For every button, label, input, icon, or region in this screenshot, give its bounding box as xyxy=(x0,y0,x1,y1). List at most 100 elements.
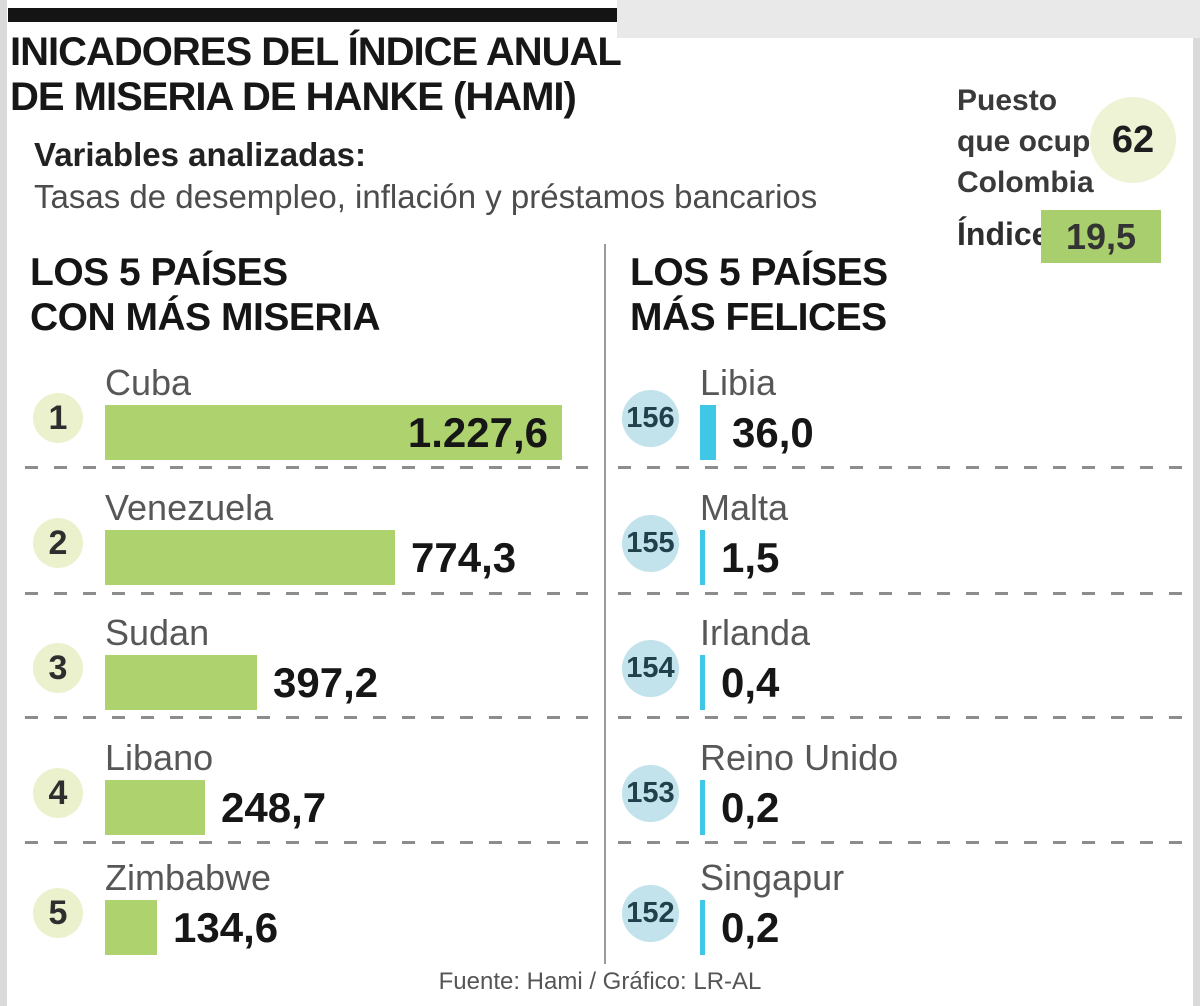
bar-line: 397,2 xyxy=(105,655,378,710)
row-separator xyxy=(618,716,1190,719)
rank-badge: 154 xyxy=(622,640,679,697)
colombia-rank-badge: 62 xyxy=(1090,97,1176,183)
rank-number: 1 xyxy=(48,398,68,437)
colombia-rank-line-3: Colombia xyxy=(957,166,1094,199)
bar-value: 248,7 xyxy=(221,783,327,831)
index-label: Índice xyxy=(957,216,1050,252)
rank-number: 155 xyxy=(626,527,675,559)
misery-row-libano: Libano 248,7 xyxy=(105,736,326,835)
index-value-box: 19,5 xyxy=(1041,210,1161,263)
variables-label: Variables analizadas: xyxy=(34,136,367,173)
bar-line: 0,4 xyxy=(700,655,810,710)
bar-line: 774,3 xyxy=(105,530,516,585)
source-credit: Fuente: Hami / Gráfico: LR-AL xyxy=(438,968,762,995)
country-label: Libia xyxy=(700,362,777,403)
misery-heading-line-1: LOS 5 PAÍSES xyxy=(30,251,288,294)
happy-row-reino-unido: Reino Unido 0,2 xyxy=(700,736,898,835)
bar-value: 0,2 xyxy=(721,903,780,951)
rank-badge: 3 xyxy=(33,643,83,693)
bar-value: 774,3 xyxy=(411,533,517,581)
country-label: Libano xyxy=(105,737,214,778)
country-label: Singapur xyxy=(700,857,845,898)
misery-row-venezuela: Venezuela 774,3 xyxy=(105,486,516,585)
row-separator xyxy=(618,592,1190,595)
index-value: 19,5 xyxy=(1065,215,1137,257)
bar-value: 0,2 xyxy=(721,783,780,831)
happy-heading-line-2: MÁS FELICES xyxy=(630,296,887,339)
bar-value: 134,6 xyxy=(173,903,279,951)
rank-badge: 5 xyxy=(33,888,83,938)
row-separator xyxy=(25,592,588,595)
happy-bar xyxy=(700,405,716,460)
bar-value: 1.227,6 xyxy=(407,408,548,456)
right-edge-strip xyxy=(1193,0,1200,1006)
rank-badge: 156 xyxy=(622,390,679,447)
rank-number: 156 xyxy=(626,402,675,434)
rank-badge: 2 xyxy=(33,518,83,568)
rank-number: 152 xyxy=(626,897,675,929)
happy-bar xyxy=(700,780,705,835)
happy-heading-line-1: LOS 5 PAÍSES xyxy=(630,251,888,294)
misery-bar xyxy=(105,655,257,710)
happy-bar xyxy=(700,530,705,585)
country-label: Irlanda xyxy=(700,612,811,653)
row-separator xyxy=(25,466,588,469)
country-label: Venezuela xyxy=(105,487,274,528)
title-line-1: INICADORES DEL ÍNDICE ANUAL xyxy=(10,30,622,74)
misery-row-sudan: Sudan 397,2 xyxy=(105,611,378,710)
happy-row-singapur: Singapur 0,2 xyxy=(700,856,844,955)
bar-line: 248,7 xyxy=(105,780,326,835)
misery-row-cuba: Cuba 1.227,6 xyxy=(105,361,562,460)
variables-detail: Tasas de desempleo, inflación y préstamo… xyxy=(34,178,818,215)
bar-line: 0,2 xyxy=(700,900,844,955)
bar-value: 1,5 xyxy=(721,533,780,581)
colombia-rank-label: Puesto que ocupó Colombia xyxy=(957,80,1109,203)
top-right-strip xyxy=(617,0,1200,38)
rank-number: 3 xyxy=(48,648,68,687)
bar-line: 0,2 xyxy=(700,780,898,835)
bar-value: 36,0 xyxy=(732,408,814,456)
country-label: Sudan xyxy=(105,612,210,653)
happy-section-heading: LOS 5 PAÍSES MÁS FELICES xyxy=(630,250,888,340)
left-edge-strip xyxy=(0,0,7,1006)
rank-number: 153 xyxy=(626,777,675,809)
misery-section-heading: LOS 5 PAÍSES CON MÁS MISERIA xyxy=(30,250,381,340)
row-separator xyxy=(25,716,588,719)
misery-heading-line-2: CON MÁS MISERIA xyxy=(30,296,381,339)
rank-badge: 155 xyxy=(622,515,679,572)
column-divider xyxy=(604,244,606,964)
rank-badge: 153 xyxy=(622,765,679,822)
colombia-rank-line-1: Puesto xyxy=(957,84,1058,117)
row-separator xyxy=(618,841,1190,844)
bar-value: 397,2 xyxy=(273,658,379,706)
row-separator xyxy=(618,466,1190,469)
page-title: INICADORES DEL ÍNDICE ANUAL DE MISERIA D… xyxy=(10,30,622,120)
happy-row-irlanda: Irlanda 0,4 xyxy=(700,611,810,710)
bar-line: 134,6 xyxy=(105,900,278,955)
rank-number: 4 xyxy=(48,773,68,812)
top-accent-bar xyxy=(8,8,617,22)
misery-bar xyxy=(105,780,205,835)
rank-badge: 152 xyxy=(622,885,679,942)
bar-value: 0,4 xyxy=(721,658,780,706)
rank-number: 5 xyxy=(48,893,68,932)
misery-row-zimbabwe: Zimbabwe 134,6 xyxy=(105,856,278,955)
country-label: Zimbabwe xyxy=(105,857,272,898)
misery-bar: 1.227,6 xyxy=(105,405,562,460)
country-label: Cuba xyxy=(105,362,192,403)
rank-badge: 4 xyxy=(33,768,83,818)
country-label: Reino Unido xyxy=(700,737,899,778)
colombia-rank-value: 62 xyxy=(1111,118,1155,161)
bar-line: 36,0 xyxy=(700,405,814,460)
rank-number: 2 xyxy=(48,523,68,562)
misery-bar xyxy=(105,530,395,585)
happy-row-libia: Libia 36,0 xyxy=(700,361,814,460)
misery-bar xyxy=(105,900,157,955)
bar-line: 1,5 xyxy=(700,530,788,585)
country-label: Malta xyxy=(700,487,789,528)
colombia-rank-line-2: que ocupó xyxy=(957,125,1109,158)
rank-badge: 1 xyxy=(33,393,83,443)
title-line-2: DE MISERIA DE HANKE (HAMI) xyxy=(10,75,577,119)
happy-row-malta: Malta 1,5 xyxy=(700,486,788,585)
row-separator xyxy=(25,841,588,844)
